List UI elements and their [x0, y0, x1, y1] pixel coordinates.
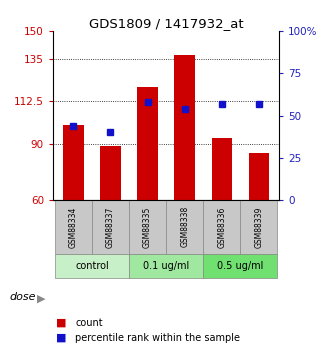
Bar	[212, 138, 232, 200]
Text: 0.5 ug/ml: 0.5 ug/ml	[217, 261, 264, 270]
Bar	[203, 200, 240, 254]
Text: ▶: ▶	[37, 293, 45, 303]
Text: count: count	[75, 318, 103, 327]
Text: GSM88337: GSM88337	[106, 206, 115, 247]
Bar	[55, 254, 129, 278]
Bar	[63, 125, 83, 200]
Text: ■: ■	[56, 318, 67, 327]
Bar	[92, 200, 129, 254]
Text: 0.1 ug/ml: 0.1 ug/ml	[143, 261, 189, 270]
Text: ■: ■	[56, 333, 67, 343]
Bar	[203, 254, 277, 278]
Text: dose: dose	[10, 292, 36, 302]
Bar	[249, 153, 269, 200]
Text: GSM88338: GSM88338	[180, 206, 189, 247]
Bar	[100, 146, 121, 200]
Bar	[240, 200, 277, 254]
Bar	[129, 254, 203, 278]
Bar	[175, 56, 195, 200]
Bar	[137, 87, 158, 200]
Bar	[129, 200, 166, 254]
Text: GSM88339: GSM88339	[254, 206, 263, 247]
Text: GSM88335: GSM88335	[143, 206, 152, 247]
Text: GSM88336: GSM88336	[217, 206, 226, 247]
Bar	[166, 200, 203, 254]
Bar	[55, 200, 92, 254]
Text: percentile rank within the sample: percentile rank within the sample	[75, 333, 240, 343]
Title: GDS1809 / 1417932_at: GDS1809 / 1417932_at	[89, 17, 243, 30]
Text: GSM88334: GSM88334	[69, 206, 78, 247]
Text: control: control	[75, 261, 109, 270]
